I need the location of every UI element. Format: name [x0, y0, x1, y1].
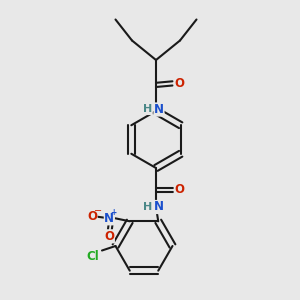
Text: −: −	[94, 206, 102, 216]
Text: H: H	[143, 104, 152, 115]
Text: O: O	[174, 183, 184, 196]
Text: Cl: Cl	[86, 250, 99, 263]
Text: +: +	[110, 208, 116, 217]
Text: O: O	[174, 77, 184, 90]
Text: N: N	[154, 200, 164, 214]
Text: N: N	[104, 212, 114, 225]
Text: N: N	[154, 103, 164, 116]
Text: H: H	[143, 202, 152, 212]
Text: O: O	[104, 230, 114, 243]
Text: O: O	[87, 210, 97, 223]
